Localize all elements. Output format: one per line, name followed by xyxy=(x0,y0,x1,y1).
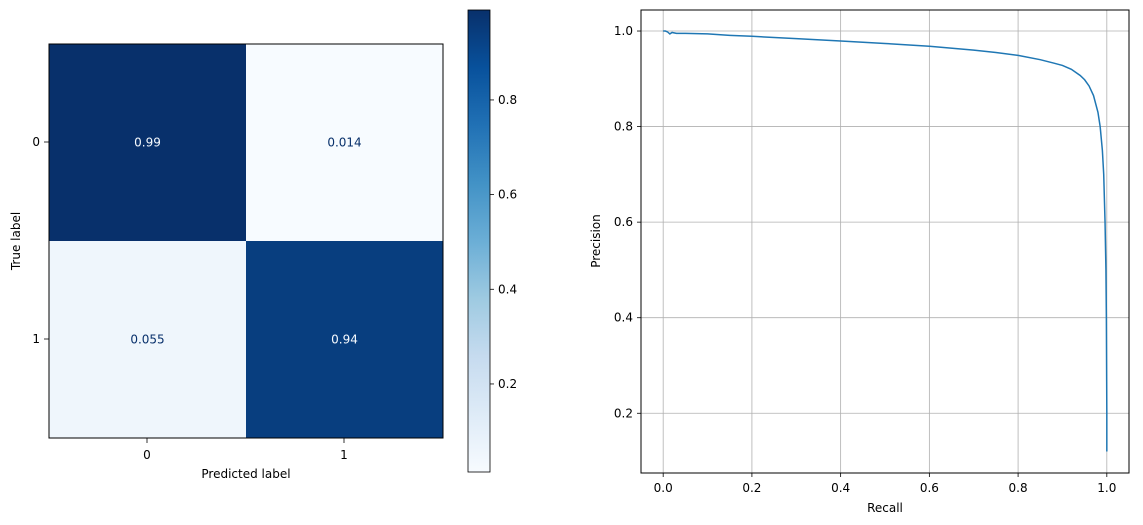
pr-y-axis-label: Precision xyxy=(589,214,603,268)
pr-y-tick-label: 0.2 xyxy=(614,406,633,420)
cm-y-tick-label: 1 xyxy=(32,332,40,346)
cm-x-tick-label: 1 xyxy=(340,448,348,462)
pr-x-axis-label: Recall xyxy=(867,501,903,515)
cm-y-tick-label: 0 xyxy=(32,135,40,149)
cm-cell xyxy=(246,44,443,241)
pr-plot-frame xyxy=(640,9,1130,474)
pr-x-tick-label: 0.6 xyxy=(920,481,939,495)
pr-x-tick-label: 0.4 xyxy=(831,481,850,495)
confusion-matrix-frame xyxy=(48,43,444,439)
pr-y-tick-label: 0.6 xyxy=(614,215,633,229)
cm-cell-value: 0.94 xyxy=(331,333,358,347)
colorbar-tick-label: 0.2 xyxy=(498,377,517,391)
cm-cell-value: 0.99 xyxy=(134,136,161,150)
cm-x-axis-label: Predicted label xyxy=(201,467,290,481)
cm-y-axis-label: True label xyxy=(9,212,23,271)
confusion-matrix-cells: 0.99 0.014 0.055 0.94 xyxy=(49,44,443,438)
cm-cell xyxy=(49,241,246,438)
confusion-matrix-chart: 0.99 0.014 0.055 0.94 0 1 0 1 Predicted lab… xyxy=(9,9,517,481)
colorbar-tick-label: 0.6 xyxy=(498,188,517,202)
cm-cell xyxy=(49,44,246,241)
pr-y-tick-label: 1.0 xyxy=(614,24,633,38)
pr-x-tick-label: 0.2 xyxy=(742,481,761,495)
pr-y-tick-label: 0.8 xyxy=(614,120,633,134)
colorbar-tick-label: 0.8 xyxy=(498,93,517,107)
pr-ticks: 0.0 0.2 0.4 0.6 0.8 1.0 0.2 0.4 0.6 0.8 1.0 xyxy=(614,24,1116,495)
cm-cell-value: 0.014 xyxy=(327,136,361,150)
colorbar-tick-label: 0.4 xyxy=(498,282,517,296)
pr-y-tick-label: 0.4 xyxy=(614,311,633,325)
cm-cell-value: 0.055 xyxy=(130,333,164,347)
precision-recall-curve xyxy=(663,30,1108,452)
cm-x-tick-label: 0 xyxy=(143,448,151,462)
colorbar xyxy=(467,9,491,473)
precision-recall-chart: 0.0 0.2 0.4 0.6 0.8 1.0 0.2 0.4 0.6 0.8 1.0 Recall… xyxy=(589,9,1130,515)
cm-cell xyxy=(246,241,443,438)
pr-x-tick-label: 0.8 xyxy=(1009,481,1028,495)
pr-x-tick-label: 0.0 xyxy=(654,481,673,495)
pr-grid xyxy=(641,10,1129,473)
pr-x-tick-label: 1.0 xyxy=(1097,481,1116,495)
colorbar-ticks: 0.2 0.4 0.6 0.8 xyxy=(490,93,517,391)
